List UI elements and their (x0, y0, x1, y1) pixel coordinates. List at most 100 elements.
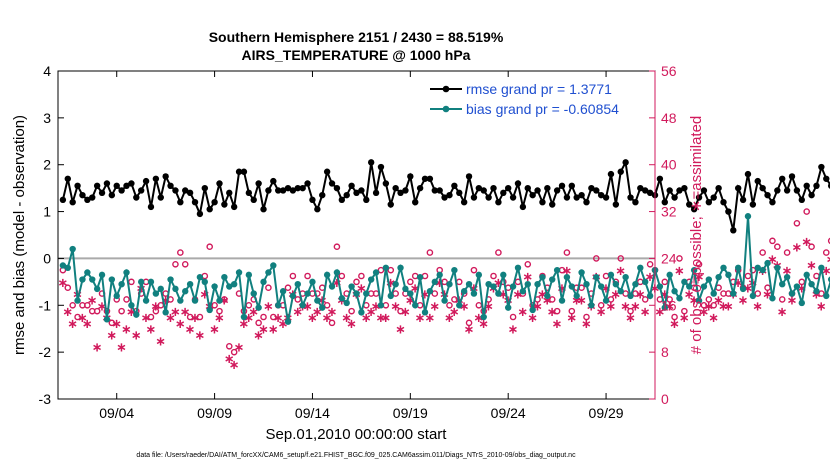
obs-possible-point (186, 313, 194, 321)
bias-point (549, 276, 556, 283)
rmse-point (597, 191, 605, 199)
rmse-point (749, 201, 757, 208)
obs-assimilated-point: ∗ (199, 288, 210, 303)
obs-assimilated-point: ∗ (806, 258, 817, 273)
obs-assimilated-point: ∗ (400, 305, 411, 320)
obs-assimilated-point: ∗ (219, 293, 230, 308)
bias-point (597, 283, 605, 290)
rmse-point (774, 187, 781, 194)
rmse-point (226, 189, 233, 197)
obs-assimilated-point: ∗ (361, 311, 372, 326)
obs-assimilated-point: ∗ (248, 305, 259, 320)
obs-assimilated-point: ∗ (571, 293, 582, 308)
bias-point (142, 297, 150, 304)
rmse-point (460, 199, 468, 206)
y2-axis-label: # of obs: o=possible; ∗=assimilated (688, 116, 705, 355)
bias-point (211, 283, 218, 290)
obs-possible-point (793, 219, 801, 227)
rmse-point (720, 199, 727, 206)
bias-point (764, 259, 771, 267)
bias-point (754, 264, 761, 271)
y-tick-label: 0 (43, 250, 51, 266)
rmse-point (656, 175, 664, 182)
obs-possible-point (128, 278, 135, 286)
rmse-point (798, 196, 806, 204)
rmse-point (328, 180, 336, 187)
obs-assimilated-point: ∗ (194, 329, 205, 344)
obs-assimilated-point: ∗ (395, 323, 406, 338)
obs-assimilated-point: ∗ (175, 317, 186, 332)
obs-assimilated-point: ∗ (684, 288, 695, 303)
y-tick-label: 3 (43, 110, 51, 126)
obs-possible-point (206, 243, 213, 251)
rmse-point (431, 187, 438, 194)
bias-point (338, 295, 346, 302)
obs-possible-point (118, 307, 125, 315)
obs-possible-point (627, 307, 634, 315)
rmse-point (593, 187, 600, 194)
obs-count-layer: ∗∗∗∗∗∗∗∗∗∗∗∗∗∗∗∗∗∗∗∗∗∗∗∗∗∗∗∗∗∗∗∗∗∗∗∗∗∗∗∗… (57, 208, 830, 373)
chart-subtitle: AIRS_TEMPERATURE @ 1000 hPa (242, 47, 471, 63)
bias-point (240, 313, 248, 321)
rmse-point (421, 175, 429, 182)
rmse-point (133, 194, 140, 201)
bias-point (720, 264, 727, 271)
x-tick-label: 09/19 (393, 405, 428, 421)
bias-point (495, 290, 502, 297)
bias-point (460, 288, 468, 295)
rmse-point (89, 194, 96, 201)
obs-possible-point (798, 278, 806, 286)
obs-assimilated-point: ∗ (111, 317, 122, 332)
bias-point (172, 285, 179, 293)
obs-assimilated-point: ∗ (630, 299, 641, 314)
obs-assimilated-point: ∗ (229, 358, 240, 373)
obs-assimilated-point: ∗ (116, 340, 127, 355)
rmse-point (583, 199, 590, 206)
obs-possible-point (710, 301, 718, 309)
obs-assimilated-point: ∗ (165, 311, 176, 326)
rmse-point (823, 175, 830, 182)
obs-assimilated-point: ∗ (87, 293, 98, 308)
obs-possible-point (509, 313, 517, 321)
y2-tick-label: 40 (661, 157, 677, 173)
rmse-point (201, 184, 209, 192)
obs-assimilated-point: ∗ (263, 299, 274, 314)
obs-assimilated-point: ∗ (371, 299, 382, 314)
obs-assimilated-point: ∗ (640, 305, 651, 320)
y2-tick-label: 16 (661, 297, 677, 313)
rmse-point (191, 199, 199, 206)
bias-point (426, 288, 434, 295)
rmse-point (275, 187, 282, 194)
bias-point (309, 278, 316, 286)
obs-assimilated-point: ∗ (537, 288, 548, 303)
bias-point (328, 283, 336, 290)
rmse-point (402, 187, 409, 194)
rmse-point (392, 184, 399, 192)
obs-possible-point (338, 272, 346, 280)
legend: rmse grand pr = 1.3771 bias grand pr = -… (430, 81, 619, 117)
obs-assimilated-point: ∗ (606, 299, 617, 314)
obs-possible-point (661, 278, 669, 286)
bias-point (661, 304, 668, 311)
rmse-point (118, 187, 125, 194)
obs-possible-point (818, 290, 825, 297)
bias-point (260, 278, 267, 286)
obs-possible-point (397, 307, 404, 315)
rmse-point (372, 189, 380, 197)
obs-assimilated-point: ∗ (708, 311, 719, 326)
obs-possible-point (754, 290, 762, 297)
bias-point (363, 290, 370, 297)
bias-point (157, 285, 164, 293)
rmse-point (343, 191, 350, 199)
obs-possible-point (147, 313, 155, 321)
bias-point (519, 288, 527, 295)
x-tick-label: 09/14 (295, 405, 330, 421)
obs-assimilated-point: ∗ (483, 299, 494, 314)
obs-assimilated-point: ∗ (155, 334, 166, 349)
rmse-point (142, 177, 150, 185)
bias-point (74, 297, 81, 304)
obs-assimilated-point: ∗ (322, 311, 333, 326)
obs-possible-point (387, 266, 395, 274)
bias-point (177, 297, 184, 304)
obs-assimilated-point: ∗ (777, 305, 788, 320)
